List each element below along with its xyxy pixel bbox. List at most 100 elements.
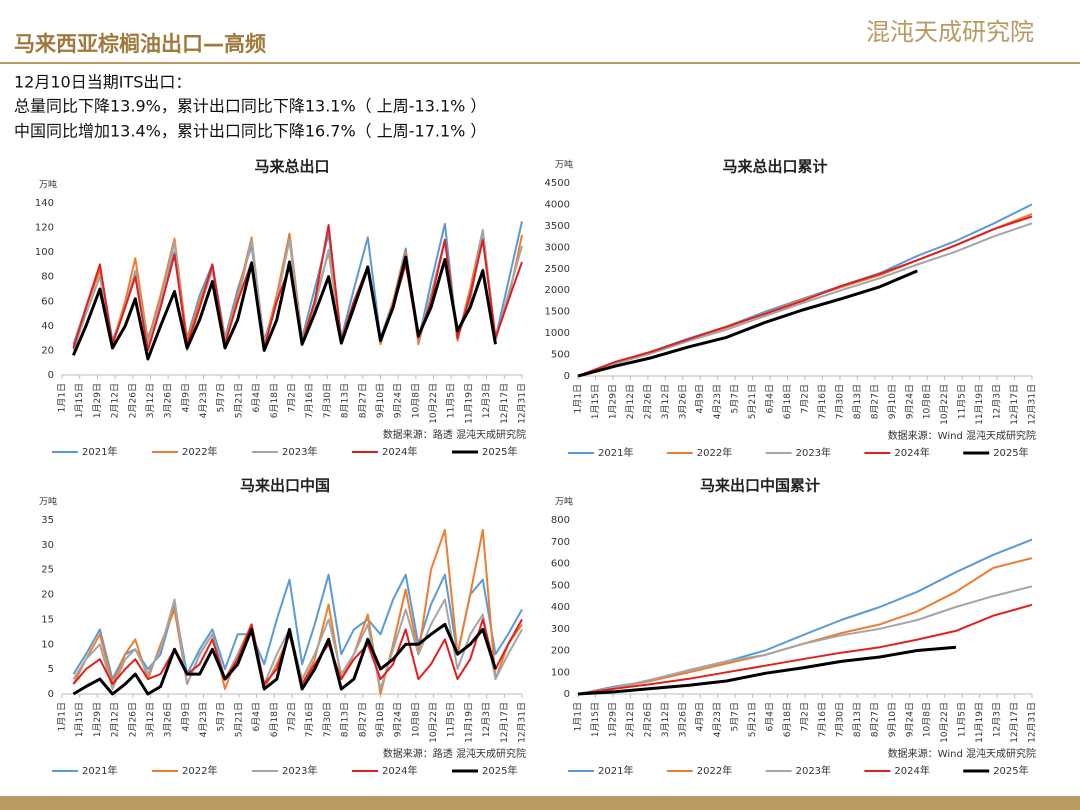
- x-tick-label: 9月24日: [393, 702, 404, 737]
- x-tick-label: 7月2日: [800, 702, 811, 731]
- x-tick-label: 8月27日: [869, 384, 880, 419]
- x-tick-label: 1月15日: [590, 384, 601, 419]
- y-tick-label: 500: [551, 350, 570, 361]
- x-tick-label: 1月1日: [573, 384, 584, 413]
- y-tick-label: 0: [564, 371, 570, 382]
- x-tick-label: 7月2日: [800, 384, 811, 413]
- y-tick-label: 10: [41, 639, 54, 650]
- y-tick-label: 4000: [545, 199, 570, 210]
- series-line: [577, 215, 1033, 377]
- x-tick-label: 2月26日: [642, 384, 653, 419]
- x-tick-label: 3月26日: [677, 384, 688, 419]
- x-tick-label: 12月3日: [992, 384, 1003, 419]
- y-tick-label: 100: [551, 667, 570, 678]
- x-tick-label: 1月1日: [57, 383, 68, 412]
- x-tick-label: 11月5日: [446, 702, 457, 737]
- series-line: [577, 645, 957, 696]
- legend-label: 2021年: [598, 446, 633, 459]
- x-tick-label: 1月15日: [74, 383, 85, 418]
- series-line: [72, 255, 497, 361]
- slide-title: 马来西亚棕榈油出口—高频: [14, 32, 266, 56]
- x-tick-label: 9月10日: [375, 702, 386, 737]
- y-axis-label: 万吨: [555, 496, 573, 508]
- x-tick-label: 7月2日: [287, 383, 298, 412]
- y-axis-label: 万吨: [555, 159, 573, 171]
- y-tick-label: 300: [551, 624, 570, 635]
- y-tick-label: 2500: [545, 264, 570, 275]
- y-tick-label: 500: [551, 580, 570, 591]
- x-tick-label: 4月23日: [198, 383, 209, 418]
- legend-label: 2025年: [993, 446, 1028, 459]
- x-tick-label: 11月19日: [463, 383, 474, 424]
- legend-label: 2024年: [894, 446, 929, 459]
- x-tick-label: 3月26日: [677, 702, 688, 737]
- legend-label: 2023年: [282, 764, 317, 777]
- x-tick-label: 1月29日: [607, 384, 618, 419]
- y-tick-label: 140: [35, 198, 54, 209]
- summary-line: 总量同比下降13.9%，累计出口同比下降13.1%（ 上周-13.1% ）: [14, 97, 486, 116]
- x-tick-label: 6月4日: [251, 383, 262, 412]
- x-tick-label: 12月31日: [1027, 702, 1038, 743]
- x-tick-label: 10月8日: [922, 702, 933, 737]
- x-tick-label: 9月24日: [904, 384, 915, 419]
- x-tick-label: 3月26日: [163, 383, 174, 418]
- x-tick-label: 4月9日: [180, 702, 191, 731]
- x-tick-label: 8月13日: [852, 702, 863, 737]
- footer-bar: [0, 796, 1080, 810]
- y-tick-label: 30: [41, 540, 54, 551]
- source-note: 数据来源：Wind 混沌天成研究院: [888, 429, 1036, 442]
- x-tick-label: 3月12日: [145, 383, 156, 418]
- source-note: 数据来源：路透 混沌天成研究院: [383, 428, 526, 441]
- x-tick-label: 1月29日: [607, 702, 618, 737]
- x-tick-label: 10月22日: [939, 384, 950, 425]
- x-tick-label: 12月31日: [1027, 384, 1038, 425]
- legend-label: 2021年: [82, 764, 117, 777]
- x-tick-label: 10月8日: [410, 702, 421, 737]
- legend-label: 2024年: [382, 445, 417, 458]
- legend-label: 2021年: [82, 445, 117, 458]
- series-line: [72, 622, 497, 696]
- x-tick-label: 5月7日: [216, 383, 227, 412]
- x-tick-label: 1月15日: [590, 702, 601, 737]
- y-tick-label: 60: [41, 296, 54, 307]
- x-tick-label: 2月12日: [110, 702, 121, 737]
- x-tick-label: 6月4日: [251, 702, 262, 731]
- x-tick-label: 7月16日: [304, 702, 315, 737]
- y-axis-label: 万吨: [39, 179, 57, 191]
- x-tick-label: 6月18日: [782, 384, 793, 419]
- y-tick-label: 1000: [545, 328, 570, 339]
- x-tick-label: 3月12日: [660, 384, 671, 419]
- legend-label: 2023年: [282, 445, 317, 458]
- y-tick-label: 400: [551, 602, 570, 613]
- x-tick-label: 3月26日: [163, 702, 174, 737]
- series-line: [577, 557, 1033, 695]
- x-tick-label: 8月13日: [852, 384, 863, 419]
- series-line: [577, 585, 1033, 695]
- x-tick-label: 7月30日: [834, 384, 845, 419]
- y-tick-label: 800: [551, 515, 570, 526]
- x-tick-label: 11月19日: [463, 702, 474, 743]
- legend-label: 2022年: [182, 445, 217, 458]
- y-tick-label: 3500: [545, 221, 570, 232]
- x-tick-label: 10月8日: [410, 383, 421, 418]
- x-tick-label: 2月26日: [127, 383, 138, 418]
- x-tick-label: 8月13日: [340, 702, 351, 737]
- legend-label: 2022年: [697, 764, 732, 777]
- chart-title: 马来出口中国: [240, 477, 330, 495]
- x-tick-label: 12月17日: [1009, 384, 1020, 425]
- summary-line: 中国同比增加13.4%，累计出口同比下降16.7%（ 上周-17.1% ）: [14, 122, 486, 141]
- x-tick-label: 4月9日: [695, 384, 706, 413]
- y-tick-label: 25: [41, 565, 54, 576]
- x-tick-label: 8月27日: [357, 702, 368, 737]
- x-tick-label: 12月31日: [517, 702, 528, 743]
- x-tick-label: 9月10日: [887, 384, 898, 419]
- x-tick-label: 8月27日: [869, 702, 880, 737]
- x-tick-label: 6月4日: [765, 384, 776, 413]
- x-tick-label: 7月30日: [322, 383, 333, 418]
- y-tick-label: 0: [48, 370, 54, 381]
- series-line: [577, 222, 1033, 377]
- x-tick-label: 2月12日: [625, 384, 636, 419]
- x-tick-label: 1月29日: [92, 383, 103, 418]
- series-line: [577, 269, 918, 378]
